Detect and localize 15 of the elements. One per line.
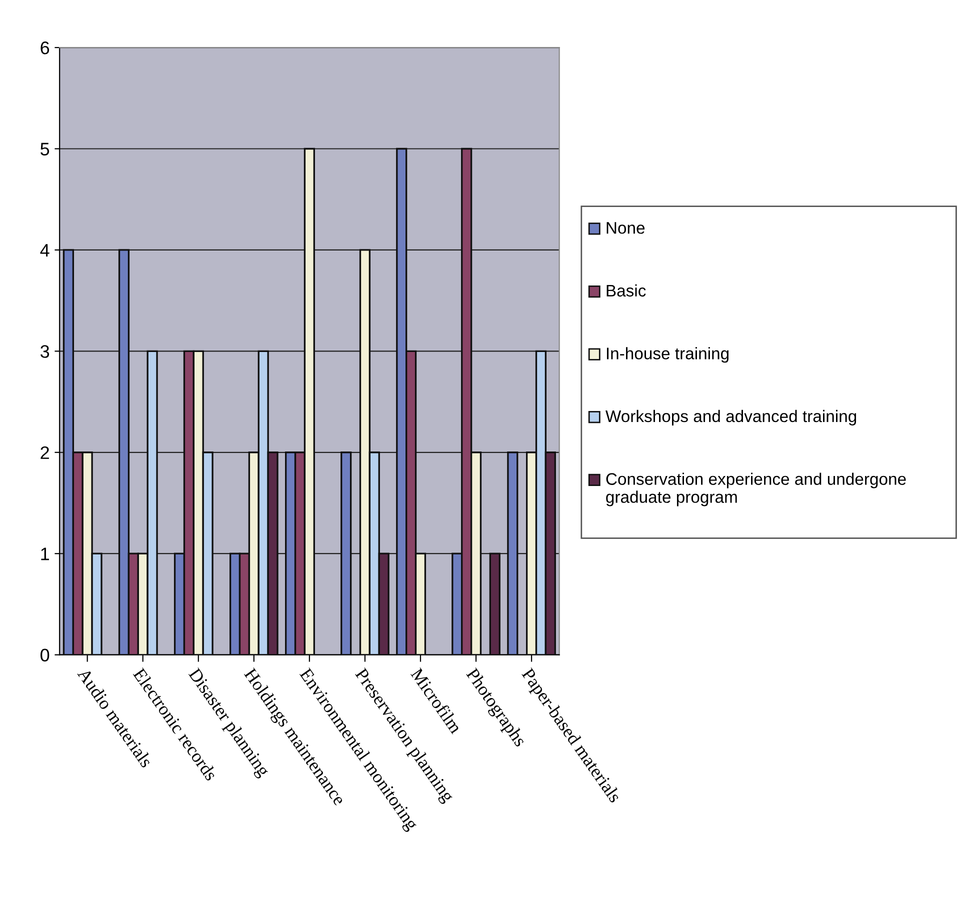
- legend-label: Conservation experience and undergone graduate program: [606, 472, 906, 506]
- y-tick-label: 6: [40, 41, 50, 54]
- y-tick-label: 1: [41, 548, 49, 560]
- bar: [489, 552, 500, 655]
- legend-label: Workshops and advanced training: [606, 410, 856, 426]
- bar: [507, 452, 518, 655]
- legend-label: In-house training: [606, 347, 729, 363]
- y-tick-label: 5: [40, 142, 50, 156]
- bar: [340, 452, 352, 655]
- y-tick-label: 4: [40, 244, 50, 257]
- legend-label: None: [606, 222, 645, 234]
- y-tick-label: 0: [40, 648, 50, 662]
- y-tick-label: 2: [40, 446, 49, 459]
- y-tick-label: 3: [40, 345, 50, 358]
- legend-label: Basic: [606, 284, 646, 297]
